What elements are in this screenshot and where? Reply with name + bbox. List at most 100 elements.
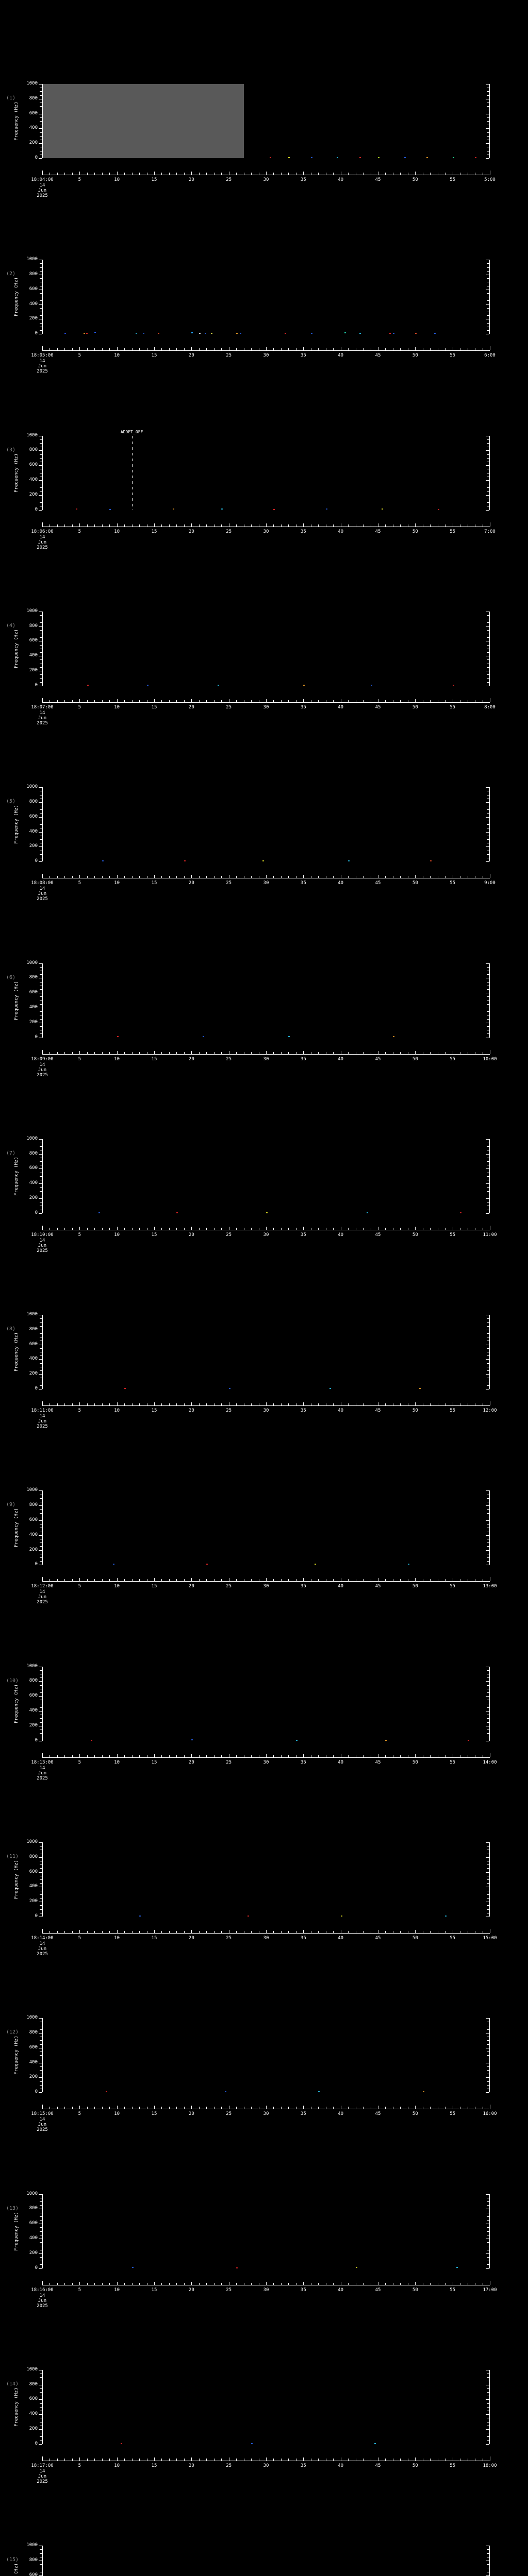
y-tick bbox=[39, 1535, 42, 1536]
x-tick bbox=[280, 1052, 282, 1054]
x-tick bbox=[154, 2106, 155, 2109]
x-tick bbox=[102, 2107, 103, 2109]
y-tick-label: 1000 bbox=[26, 2015, 38, 2021]
x-tick bbox=[363, 1052, 364, 1054]
y-tick bbox=[39, 832, 42, 833]
x-tick bbox=[57, 1227, 58, 1230]
spectrogram-pixel bbox=[146, 684, 148, 686]
y-tick bbox=[40, 267, 42, 268]
y-tick bbox=[39, 1183, 42, 1184]
y-axis-right-13 bbox=[486, 2194, 490, 2269]
spectrogram-pixel bbox=[225, 2091, 227, 2092]
y-tick bbox=[486, 2077, 489, 2078]
x-tick bbox=[430, 524, 431, 527]
x-tick-label-end: 10:00 bbox=[483, 1056, 497, 1062]
y-tick-label: 800 bbox=[29, 2030, 38, 2036]
y-tick bbox=[39, 1213, 42, 1214]
y-tick bbox=[40, 667, 42, 668]
x-tick bbox=[199, 876, 200, 878]
x-tick-label: 25 bbox=[226, 353, 232, 359]
y-tick-label: 1000 bbox=[26, 784, 38, 790]
y-tick bbox=[486, 626, 489, 627]
spectrogram-pixel bbox=[266, 1212, 268, 1213]
y-axis-right-7 bbox=[486, 1139, 490, 1214]
y-tick bbox=[486, 510, 489, 511]
x-tick-label: 5 bbox=[78, 529, 81, 534]
x-tick bbox=[288, 173, 289, 175]
x-tick bbox=[318, 876, 319, 878]
x-tick bbox=[191, 2281, 192, 2285]
x-tick bbox=[385, 700, 386, 702]
x-tick-label: 20 bbox=[188, 353, 194, 359]
y-tick bbox=[487, 2070, 489, 2071]
x-tick bbox=[176, 1052, 177, 1054]
x-tick bbox=[102, 700, 103, 702]
y-tick bbox=[39, 143, 42, 144]
x-tick-label: 25 bbox=[226, 1759, 232, 1765]
x-tick bbox=[154, 1578, 155, 1582]
x-tick bbox=[348, 1755, 349, 1757]
x-tick-label: 50 bbox=[412, 1408, 418, 1414]
x-tick bbox=[161, 700, 162, 702]
y-tick bbox=[487, 1733, 489, 1734]
x-tick-label: 35 bbox=[300, 2111, 306, 2117]
spectrogram-pixel bbox=[191, 1739, 193, 1741]
y-tick bbox=[487, 1898, 489, 1899]
y-tick bbox=[40, 989, 42, 990]
x-tick-label-start: 18:09:00 bbox=[31, 1056, 54, 1062]
x-tick bbox=[191, 875, 192, 878]
x-tick bbox=[79, 1050, 80, 1054]
plot-area-2 bbox=[42, 260, 490, 334]
x-tick bbox=[236, 1579, 237, 1582]
y-tick bbox=[486, 1198, 489, 1199]
x-tick bbox=[318, 1755, 319, 1757]
y-tick bbox=[487, 1348, 489, 1349]
y-axis-left-6 bbox=[39, 963, 43, 1038]
x-tick-label: 25 bbox=[226, 2287, 232, 2293]
x-tick bbox=[176, 876, 177, 878]
y-tick bbox=[487, 293, 489, 294]
x-tick bbox=[288, 2458, 289, 2461]
x-tick bbox=[184, 524, 185, 527]
y-tick bbox=[487, 2257, 489, 2258]
spectrogram-pixel bbox=[452, 684, 454, 686]
y-tick bbox=[487, 1161, 489, 1162]
x-tick-label: 15 bbox=[151, 1408, 157, 1414]
x-tick bbox=[415, 1754, 416, 1757]
x-tick bbox=[273, 173, 274, 175]
x-tick bbox=[87, 173, 88, 175]
y-tick bbox=[487, 106, 489, 107]
y-tick bbox=[487, 637, 489, 638]
x-tick bbox=[333, 1931, 334, 1933]
x-tick bbox=[400, 1755, 401, 1757]
x-tick bbox=[109, 1755, 110, 1757]
y-tick bbox=[40, 1513, 42, 1514]
x-tick-label: 50 bbox=[412, 1759, 418, 1765]
y-tick bbox=[486, 2268, 489, 2269]
x-tick-label: 20 bbox=[188, 2287, 194, 2293]
y-tick bbox=[487, 2081, 489, 2082]
y-tick-label: 1000 bbox=[26, 2543, 38, 2548]
x-tick bbox=[288, 1755, 289, 1757]
x-tick-label: 10 bbox=[114, 1232, 120, 1238]
x-tick-label: 35 bbox=[300, 529, 306, 534]
spectrogram-pixel bbox=[87, 684, 89, 686]
x-tick bbox=[176, 2458, 177, 2461]
x-tick bbox=[184, 1931, 185, 1933]
x-tick bbox=[206, 1403, 207, 1406]
plot-area-7 bbox=[42, 1139, 490, 1213]
x-tick bbox=[273, 876, 274, 878]
y-axis-left-14 bbox=[39, 2369, 43, 2445]
x-tick bbox=[184, 2282, 185, 2285]
y-tick bbox=[40, 2564, 42, 2565]
x-tick bbox=[400, 2107, 401, 2109]
x-tick bbox=[430, 348, 431, 351]
x-tick bbox=[400, 2458, 401, 2461]
x-tick bbox=[236, 1403, 237, 1406]
y-tick bbox=[40, 2227, 42, 2228]
x-tick bbox=[57, 173, 58, 175]
x-tick bbox=[445, 1579, 446, 1582]
y-tick bbox=[39, 1168, 42, 1170]
y-tick bbox=[40, 1557, 42, 1558]
plot-area-6 bbox=[42, 963, 490, 1038]
